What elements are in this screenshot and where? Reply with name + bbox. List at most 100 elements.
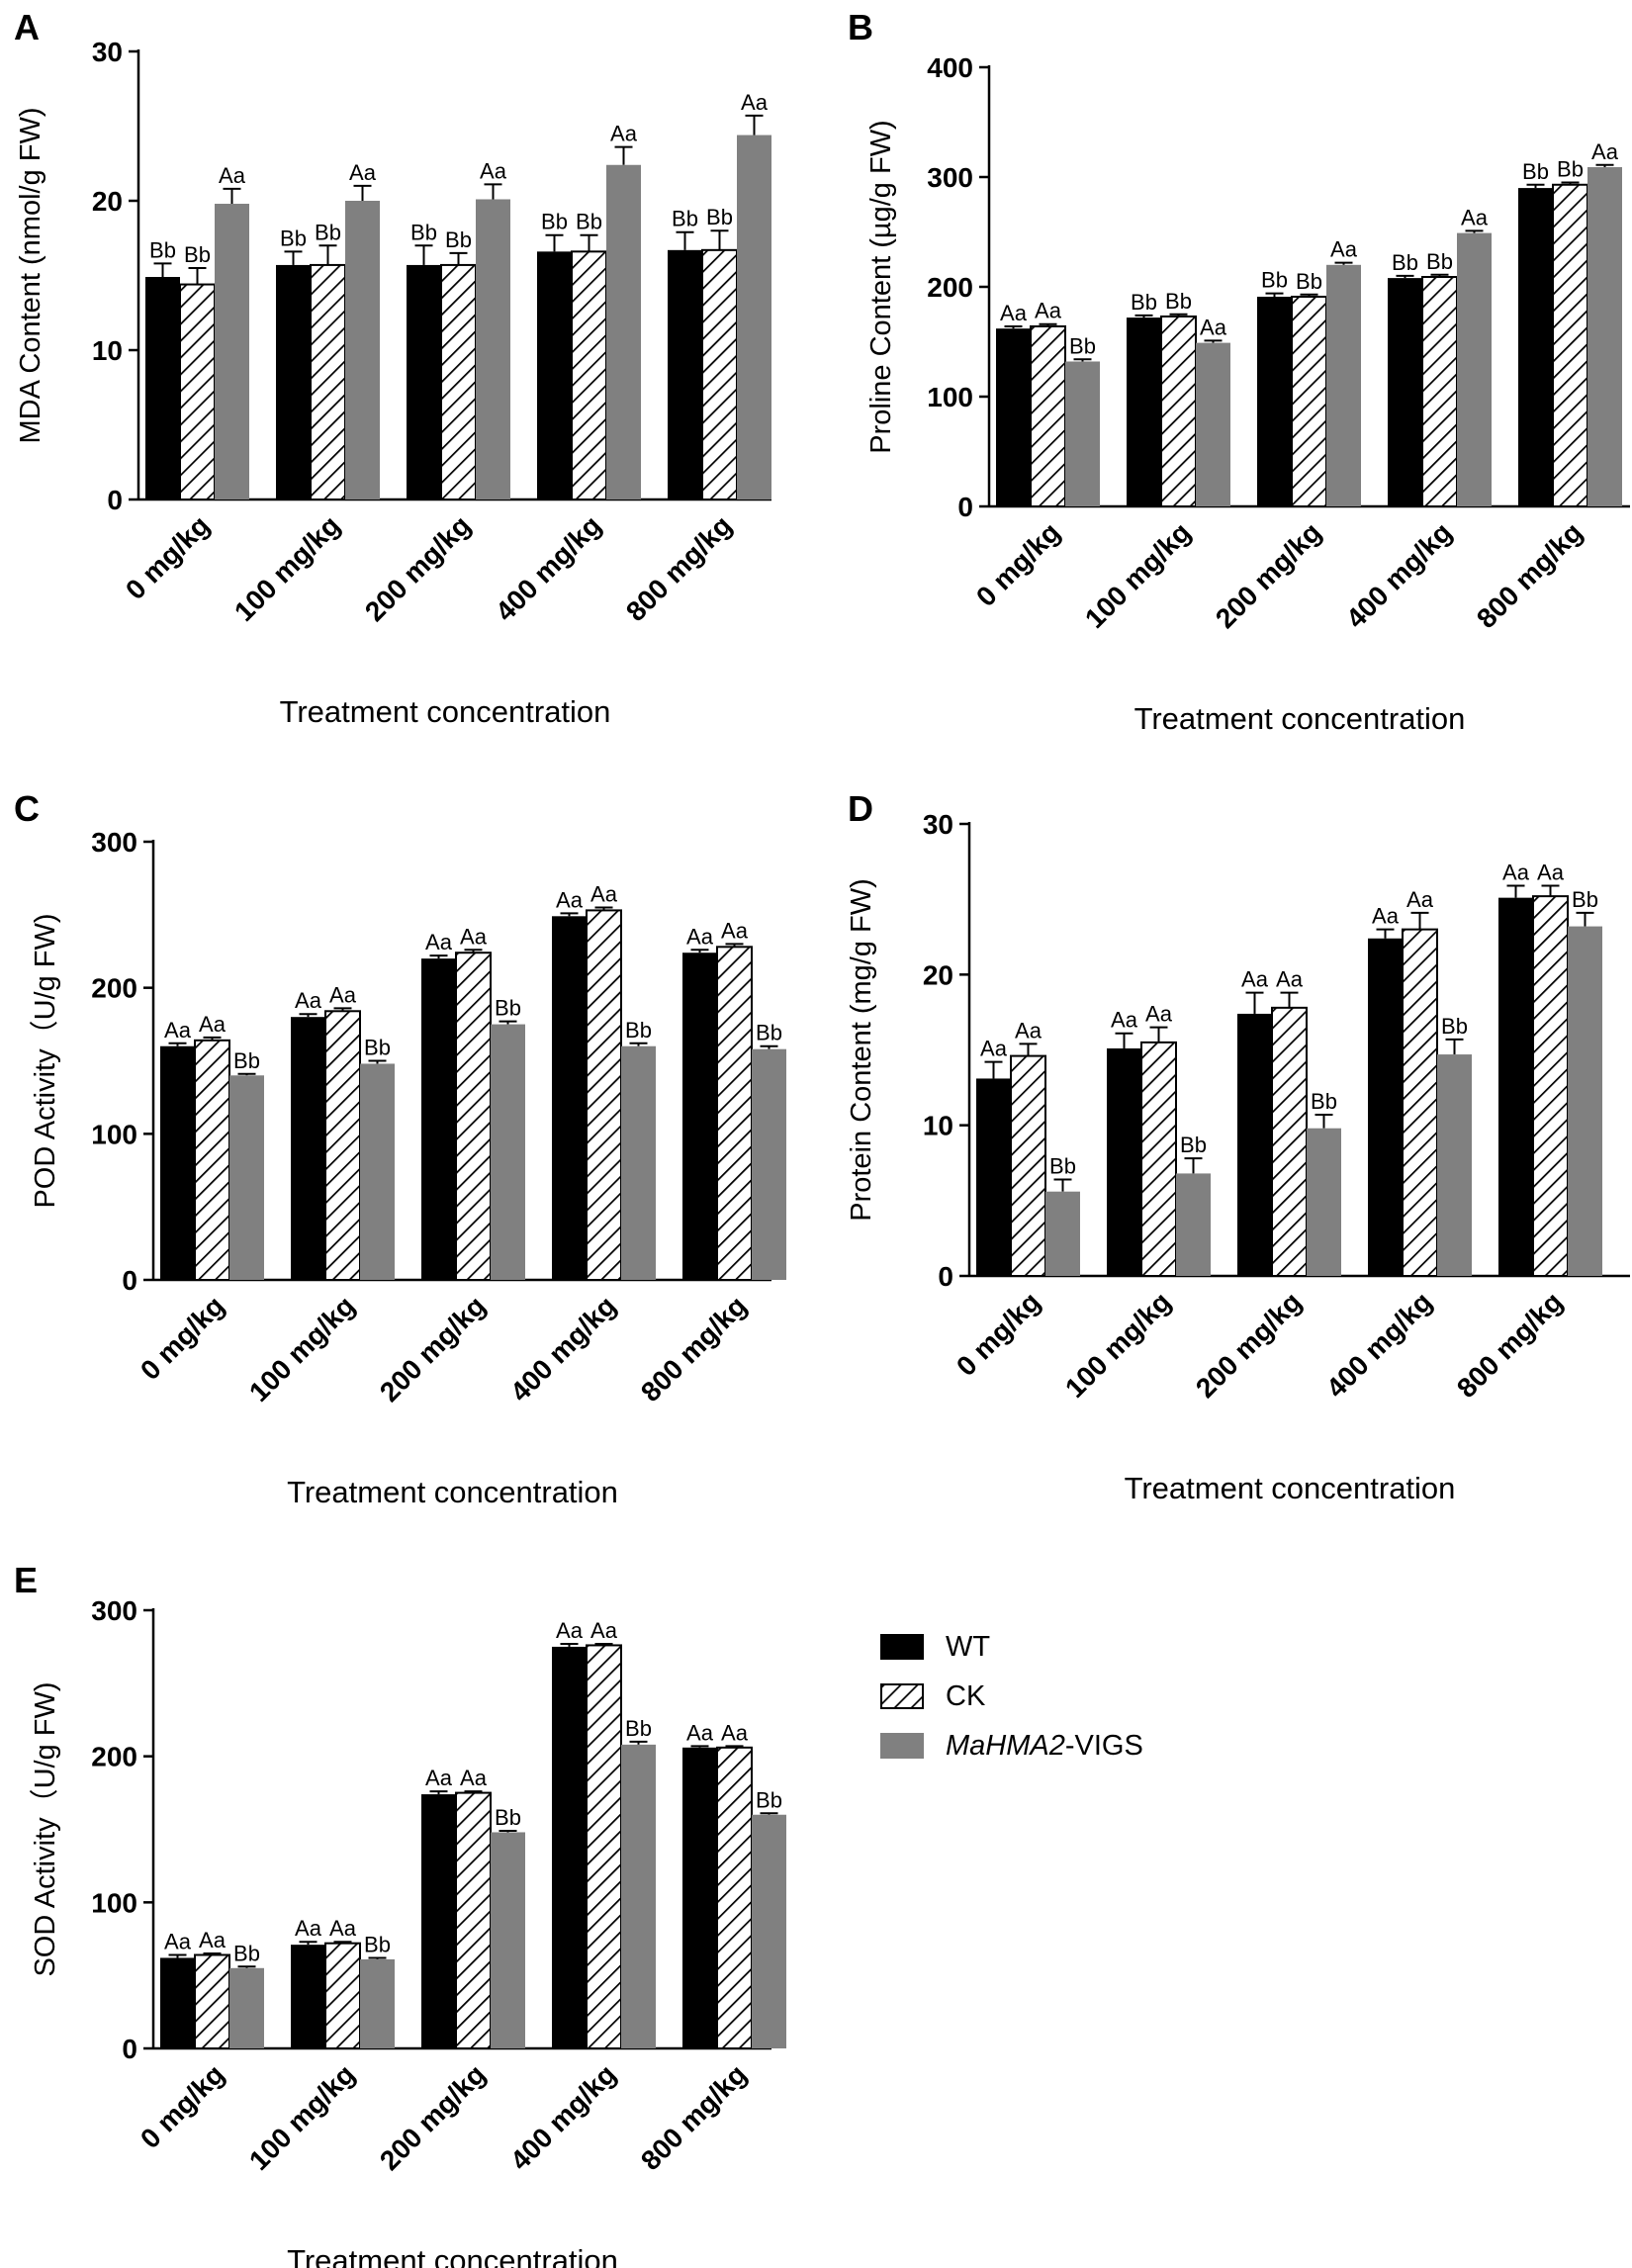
bar-wt (1518, 188, 1553, 506)
x-tick-label: 800 mg/kg (1451, 1286, 1569, 1404)
x-tick-label: 400 mg/kg (490, 509, 607, 627)
panel-letter: C (14, 788, 40, 829)
y-tick-label: 300 (91, 1595, 137, 1626)
significance-label: Bb (1311, 1089, 1337, 1114)
significance-label: Aa (1502, 860, 1530, 884)
significance-label: Aa (1145, 1002, 1173, 1027)
bar-wt (160, 1957, 195, 2048)
significance-label: Aa (721, 918, 749, 943)
bar-vigs (1568, 926, 1602, 1276)
panel-letter: A (14, 7, 40, 47)
significance-label: Bb (1049, 1154, 1076, 1179)
bar-ck (1402, 928, 1438, 1278)
significance-label: Bb (1392, 250, 1418, 275)
legend-label-ck: CK (946, 1679, 986, 1712)
significance-label: Aa (556, 887, 584, 912)
significance-label: Aa (1111, 1008, 1138, 1033)
bar-vigs (229, 1075, 264, 1280)
significance-label: Aa (1276, 967, 1304, 992)
significance-label: Bb (184, 242, 211, 267)
panel-e: E 0 100 200 300 SOD Activity（U/g FW) Treatment… (14, 1560, 786, 2268)
bar-wt (1257, 296, 1292, 506)
bar-wt (537, 251, 572, 499)
legend-item-ck: CK (880, 1672, 1143, 1721)
bar-ck (1140, 1041, 1177, 1277)
y-tick-label: 0 (122, 2034, 137, 2064)
significance-label: Bb (756, 1787, 782, 1812)
panel-letter: B (848, 7, 873, 47)
bar-wt (1237, 1013, 1272, 1276)
y-tick-label: 400 (927, 52, 973, 83)
bar-vigs (752, 1048, 786, 1280)
x-tick-label: 400 mg/kg (504, 2058, 622, 2176)
bar-wt (160, 1045, 195, 1280)
significance-label: Aa (295, 988, 322, 1013)
bar-wt (291, 1945, 325, 2048)
significance-label: Bb (756, 1021, 782, 1045)
bar-vigs (621, 1744, 656, 2048)
legend: WT CK MaHMA2-VIGS (880, 1622, 1143, 1770)
bar-wt (682, 1747, 717, 2048)
significance-label: Bb (1296, 269, 1322, 294)
significance-label: Bb (1557, 157, 1584, 182)
y-tick-label: 200 (91, 1742, 137, 1772)
significance-label: Aa (741, 90, 769, 115)
legend-swatch-wt (880, 1634, 924, 1660)
x-tick-label: 400 mg/kg (1320, 1286, 1438, 1404)
significance-label: Aa (590, 1618, 618, 1643)
significance-label: Aa (329, 982, 357, 1007)
bar-vigs (215, 204, 249, 499)
significance-label: Aa (199, 1012, 227, 1037)
significance-label: Aa (1000, 301, 1028, 325)
bar-vigs (491, 1024, 525, 1280)
significance-label: Bb (1069, 333, 1096, 358)
x-axis-label: Treatment concentration (280, 694, 611, 729)
y-tick-label: 30 (92, 37, 123, 67)
bar-vigs (476, 199, 510, 500)
bar-wt (1368, 938, 1403, 1276)
significance-label: Bb (233, 1048, 260, 1073)
y-tick-label: 0 (957, 492, 973, 522)
x-tick-label: 800 mg/kg (620, 509, 738, 627)
y-tick-label: 0 (938, 1261, 953, 1292)
bar-ck (440, 263, 477, 500)
bar-ck (194, 1039, 230, 1281)
x-tick-label: 200 mg/kg (374, 1290, 492, 1407)
y-axis-label: POD Activity（U/g FW) (30, 913, 61, 1208)
significance-label: Aa (425, 1766, 453, 1790)
bar-vigs (606, 164, 641, 499)
x-tick-label: 800 mg/kg (635, 1290, 753, 1407)
bar-vigs (229, 1967, 264, 2048)
x-tick-label: 0 mg/kg (951, 1286, 1046, 1382)
y-tick-label: 20 (923, 959, 953, 990)
y-tick-label: 20 (92, 186, 123, 217)
bar-vigs (1045, 1191, 1080, 1276)
significance-label: Bb (1522, 159, 1549, 184)
y-tick-label: 100 (927, 382, 973, 412)
bar-wt (145, 277, 180, 499)
significance-label: Aa (199, 1928, 227, 1952)
bar-ck (324, 1942, 361, 2050)
bar-wt (407, 264, 441, 499)
significance-label: Bb (1180, 1133, 1207, 1157)
panel-a: A 0 10 20 30 MDA Content (nmol/g FW) Treatment… (14, 7, 771, 729)
y-axis-label: Protein Content (mg/g FW) (846, 878, 877, 1222)
significance-label: Aa (460, 924, 488, 949)
significance-label: Bb (576, 210, 602, 234)
panel-b: B 0 100 200 300 400 Proline Content (µg/g FW) T… (848, 7, 1630, 736)
legend-label-vigs-italic: MaHMA2 (946, 1729, 1065, 1762)
significance-label: Bb (1261, 268, 1288, 293)
panel-d: D 0 10 20 30 Protein Content (mg/g FW) Treatme… (846, 788, 1630, 1505)
legend-item-wt: WT (880, 1622, 1143, 1672)
bar-ck (1271, 1006, 1308, 1277)
bar-wt (421, 1794, 456, 2048)
significance-label: Aa (610, 122, 638, 146)
significance-label: Aa (1015, 1018, 1043, 1043)
panel-c: C 0 100 200 300 POD Activity（U/g FW) Treatment… (14, 788, 786, 1509)
bar-ck (1421, 276, 1458, 508)
significance-label: Aa (164, 1929, 192, 1953)
significance-label: Aa (349, 160, 377, 185)
y-axis-label: MDA Content (nmol/g FW) (15, 107, 46, 443)
significance-label: Aa (480, 158, 507, 183)
